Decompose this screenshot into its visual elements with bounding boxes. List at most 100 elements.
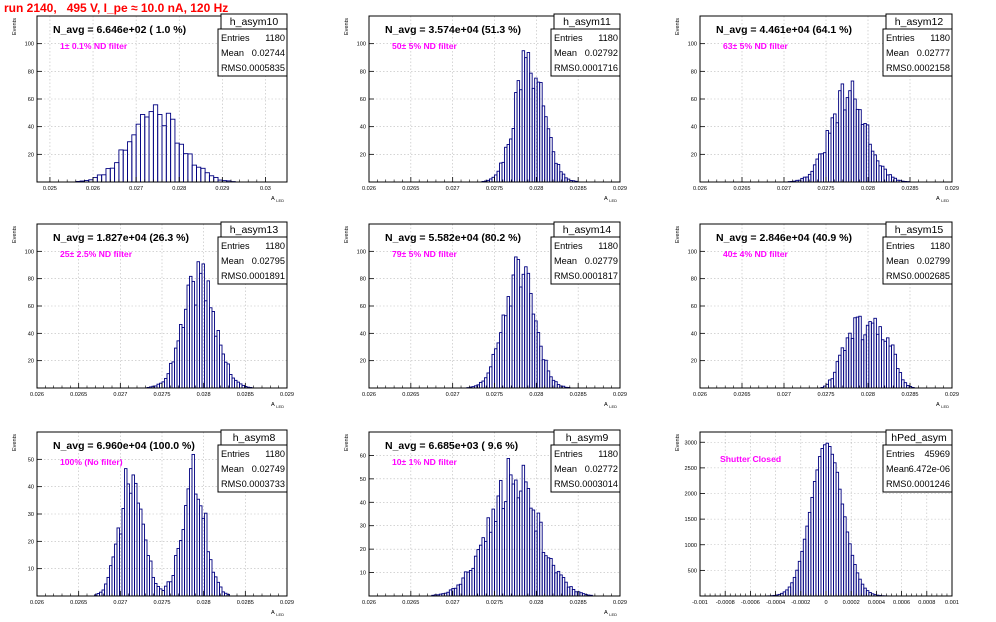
x-tick-label: 0.0006 [893, 600, 910, 606]
stats-value-rms: 0.0001817 [575, 271, 618, 281]
y-tick-label: 60 [28, 97, 34, 103]
y-tick-label: 20 [360, 547, 366, 553]
stats-value-entries: 1180 [265, 449, 285, 459]
histogram-bin [96, 174, 103, 183]
stats-title: h_asym12 [895, 16, 944, 28]
y-tick-label: 60 [691, 304, 697, 310]
y-tick-label: 40 [691, 125, 697, 131]
stats-value-rms: 0.0001716 [575, 63, 618, 73]
navg-label: N_avg = 6.646e+02 ( 1.0 %) [53, 24, 186, 36]
filter-label: 25± 2.5% ND filter [60, 249, 133, 259]
stats-value-entries: 1180 [930, 241, 950, 251]
stats-body-box [882, 444, 953, 493]
x-tick-label: 0.026 [86, 186, 100, 192]
stats-label-mean: Mean [554, 464, 577, 474]
stats-label-rms: RMS [554, 63, 574, 73]
y-tick-label: 100 [688, 42, 697, 48]
x-tick-label: -0.0006 [741, 600, 760, 606]
x-tick-label: -0.0002 [791, 600, 810, 606]
y-tick-label: 40 [360, 331, 366, 337]
stats-label-entries: Entries [221, 449, 250, 459]
x-axis-title: A LED [604, 196, 617, 203]
x-tick-label: 0.026 [362, 600, 376, 606]
x-tick-label: 0.0275 [153, 392, 170, 398]
stats-value-mean: 0.02744 [252, 48, 285, 58]
stats-label-entries: Entries [221, 241, 250, 251]
x-tick-label: 0.0285 [237, 392, 254, 398]
stats-value-entries: 1180 [598, 449, 618, 459]
histogram-bin [101, 174, 107, 183]
y-tick-label: 40 [691, 331, 697, 337]
x-tick-label: 0.0265 [70, 600, 87, 606]
x-axis-title: A LED [604, 610, 617, 617]
x-tick-label: 0.027 [113, 392, 127, 398]
x-tick-label: 0.028 [529, 392, 543, 398]
stats-value-mean: 0.02799 [917, 256, 950, 266]
histogram-panel-h_asym9: 0.026 0.0265 0.027 0.0275 0.028 0.0285 0.029 10… [344, 429, 627, 617]
histogram-bin [148, 111, 154, 183]
stats-label-rms: RMS [886, 63, 906, 73]
stats-box: h_asym13 Entries 1180 Mean 0.02795 RMS 0.00018… [217, 221, 288, 285]
y-tick-label: 20 [691, 359, 697, 365]
y-axis-title: Events [675, 18, 681, 35]
stats-box: h_asym8 Entries 1180 Mean 0.02749 RMS 0.000373… [217, 429, 288, 493]
x-tick-label: 0.028 [172, 186, 186, 192]
stats-title: h_asym13 [230, 224, 279, 236]
stats-box: h_asym10 Entries 1180 Mean 0.02744 RMS 0.00058… [217, 13, 288, 77]
x-tick-label: 0.029 [613, 392, 627, 398]
x-tick-label: 0.0275 [486, 600, 503, 606]
x-tick-label: 0.029 [280, 392, 294, 398]
stats-label-mean: Mean [554, 48, 577, 58]
stats-label-mean: Mean [886, 48, 909, 58]
stats-value-mean: 0.02795 [252, 256, 285, 266]
x-tick-label: 0.028 [197, 392, 211, 398]
y-tick-label: 20 [28, 152, 34, 158]
histogram-bin [161, 125, 167, 183]
stats-label-entries: Entries [886, 449, 915, 459]
y-axis-title: Events [344, 18, 350, 35]
x-tick-label: 0.028 [861, 186, 875, 192]
stats-label-rms: RMS [554, 479, 574, 489]
stats-value-rms: 0.0005835 [242, 63, 285, 73]
x-tick-label: 0.029 [215, 186, 229, 192]
histogram-panel-h_asym11: 0.026 0.0265 0.027 0.0275 0.028 0.0285 0.029 20… [344, 13, 627, 203]
stats-label-mean: Mean [221, 256, 244, 266]
stats-label-mean: Mean [554, 256, 577, 266]
stats-value-entries: 45969 [924, 449, 950, 459]
stats-title: h_asym9 [566, 432, 609, 444]
stats-label-rms: RMS [221, 63, 241, 73]
y-axis-title: Events [12, 434, 18, 451]
y-axis-title: Events [675, 434, 681, 451]
histogram-bins [94, 453, 230, 597]
x-tick-label: 0.0265 [733, 186, 750, 192]
y-tick-label: 60 [360, 97, 366, 103]
x-tick-label: 0 [824, 600, 827, 606]
histogram-bin [174, 142, 180, 183]
x-axis-title: A LED [271, 402, 284, 409]
stats-body-box [550, 28, 621, 77]
histogram-bin [127, 141, 133, 183]
stats-value-mean: 0.02777 [917, 48, 950, 58]
y-tick-label: 80 [360, 69, 366, 75]
y-tick-label: 100 [25, 42, 34, 48]
histogram-bin [109, 167, 116, 183]
navg-label: N_avg = 4.461e+04 (64.1 %) [716, 24, 852, 36]
stats-label-rms: RMS [886, 479, 906, 489]
navg-label: N_avg = 6.960e+04 (100.0 %) [53, 440, 195, 452]
histogram-bin [178, 143, 185, 183]
stats-body-box [882, 236, 953, 285]
x-tick-label: 0.0265 [733, 392, 750, 398]
stats-title: h_asym8 [233, 432, 276, 444]
stats-value-rms: 0.0002685 [907, 271, 950, 281]
histogram-bin [157, 114, 163, 183]
histogram-bin [152, 104, 159, 183]
histogram-panel-h_asym8: 0.026 0.0265 0.027 0.0275 0.028 0.0285 0.029 10… [12, 429, 294, 617]
stats-value-entries: 1180 [265, 33, 285, 43]
stats-label-entries: Entries [554, 449, 583, 459]
x-tick-label: 0.0275 [486, 392, 503, 398]
x-tick-label: 0.026 [362, 392, 376, 398]
x-tick-label: 0.0265 [402, 186, 419, 192]
x-tick-label: 0.027 [446, 186, 460, 192]
x-tick-label: 0.001 [945, 600, 959, 606]
